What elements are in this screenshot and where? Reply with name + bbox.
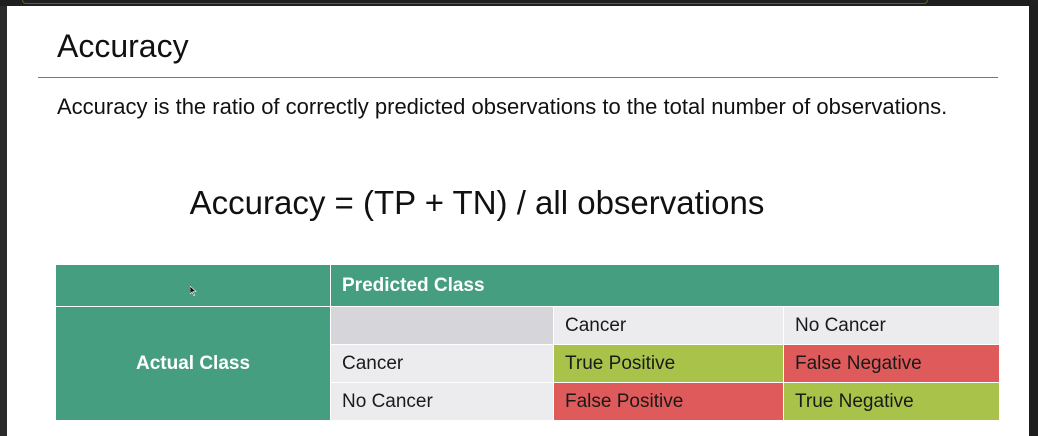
confusion-matrix: Predicted Class Actual Class Cancer No C… xyxy=(55,264,1000,421)
true-negative-cell: True Negative xyxy=(783,382,1000,421)
matrix-corner-cell xyxy=(55,264,331,307)
matrix-blank-cell xyxy=(330,306,554,345)
slide-title: Accuracy xyxy=(57,28,189,64)
address-bar-edge xyxy=(22,0,928,4)
window-right-edge xyxy=(1029,6,1038,436)
title-divider xyxy=(38,77,998,78)
column-label-cancer: Cancer xyxy=(553,306,784,345)
predicted-class-header: Predicted Class xyxy=(330,264,1000,307)
column-label-no-cancer: No Cancer xyxy=(783,306,1000,345)
false-negative-cell: False Negative xyxy=(783,344,1000,383)
actual-class-header: Actual Class xyxy=(55,306,331,421)
false-positive-cell: False Positive xyxy=(553,382,784,421)
window-controls xyxy=(940,0,1030,13)
mouse-cursor-icon xyxy=(190,286,197,296)
accuracy-formula: Accuracy = (TP + TN) / all observations xyxy=(189,184,765,221)
row-label-no-cancer: No Cancer xyxy=(330,382,554,421)
true-positive-cell: True Positive xyxy=(553,344,784,383)
row-label-cancer: Cancer xyxy=(330,344,554,383)
slide: Accuracy Accuracy is the ratio of correc… xyxy=(7,6,1029,436)
definition-text: Accuracy is the ratio of correctly predi… xyxy=(57,94,948,119)
